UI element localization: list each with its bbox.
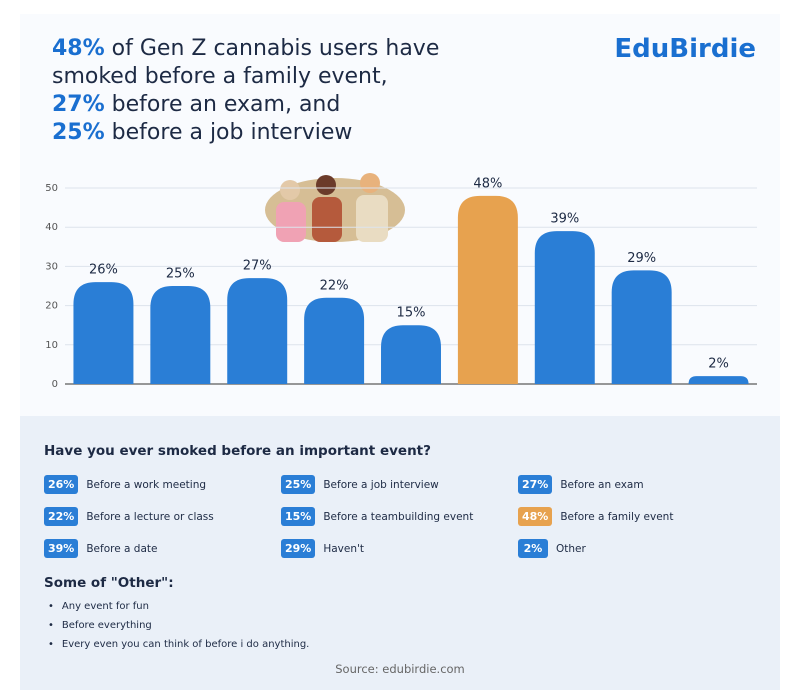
headline-line: 27% before an exam, and xyxy=(52,92,340,117)
bar xyxy=(150,286,211,384)
legend-badge: 25% xyxy=(281,475,316,494)
legend-badge: 26% xyxy=(44,475,79,494)
headline-line: 25% before a job interview xyxy=(52,120,352,145)
bullet: • xyxy=(48,620,54,631)
other-item: • Any event for fun xyxy=(48,601,149,612)
headline-text: of Gen Z cannabis users have xyxy=(111,36,440,61)
y-tick-label: 40 xyxy=(45,222,58,233)
headline-text: before a job interview xyxy=(111,120,353,145)
bar xyxy=(381,325,441,384)
y-tick-label: 50 xyxy=(45,183,58,194)
y-tick-label: 20 xyxy=(45,301,58,312)
legend-label: Before a work meeting xyxy=(86,478,207,491)
headline-highlight: 25% xyxy=(52,120,105,145)
headline-highlight: 27% xyxy=(52,92,105,117)
value-label: 39% xyxy=(550,212,579,227)
other-text: Before everything xyxy=(61,620,152,631)
illustration xyxy=(265,173,405,242)
headline-text: before an exam, and xyxy=(111,92,341,117)
bar xyxy=(227,278,288,384)
chart: 0 10 20 30 40 50 26% 25% 27% 22% 15% 48% 39% 29% 2% xyxy=(45,173,757,390)
legend-badge: 22% xyxy=(44,507,79,526)
legend-item: 15% Before a teambuilding event xyxy=(281,507,473,526)
other-item: • Every even you can think of before i do… xyxy=(48,639,309,650)
other-text: Any event for fun xyxy=(61,601,149,612)
bar xyxy=(611,270,672,384)
value-label: 25% xyxy=(166,267,195,282)
legend-badge: 2% xyxy=(518,539,548,558)
y-tick-label: 10 xyxy=(45,340,58,351)
bar xyxy=(688,376,749,384)
value-label: 48% xyxy=(473,176,502,191)
legend-badge: 39% xyxy=(44,539,79,558)
bar xyxy=(534,231,595,384)
legend-panel xyxy=(20,416,780,690)
source: Source: edubirdie.com xyxy=(335,662,465,676)
legend-label: Haven't xyxy=(323,542,365,555)
legend-item: 39% Before a date xyxy=(44,539,157,558)
other-title: Some of "Other": xyxy=(44,575,174,591)
brand: EduBirdie xyxy=(614,34,756,64)
legend-label: Before a teambuilding event xyxy=(323,510,474,523)
legend-item: 48% Before a family event xyxy=(518,507,673,526)
legend-item: 25% Before a job interview xyxy=(281,475,439,494)
legend-title: Have you ever smoked before an important… xyxy=(44,443,431,459)
y-tick-label: 0 xyxy=(52,379,58,390)
headline-highlight: 48% xyxy=(52,36,105,61)
headline-line: 48% of Gen Z cannabis users have xyxy=(52,36,439,61)
bar xyxy=(304,297,365,384)
value-label: 26% xyxy=(89,263,118,278)
y-tick-label: 30 xyxy=(45,261,58,272)
other-text: Every even you can think of before i do … xyxy=(61,639,310,650)
bullet: • xyxy=(48,601,54,612)
bar xyxy=(457,195,518,384)
legend-label: Before a family event xyxy=(560,510,674,523)
value-label: 22% xyxy=(320,278,349,293)
legend-badge: 29% xyxy=(281,539,316,558)
legend-label: Before an exam xyxy=(560,478,644,491)
legend-item: 2% Other xyxy=(518,539,586,558)
legend-label: Before a job interview xyxy=(323,478,439,491)
value-label: 2% xyxy=(708,357,729,372)
bullet: • xyxy=(48,639,54,650)
legend-item: 22% Before a lecture or class xyxy=(44,507,214,526)
other-item: • Before everything xyxy=(48,620,152,631)
legend-label: Before a date xyxy=(86,542,158,555)
legend-label: Before a lecture or class xyxy=(86,510,214,523)
value-label: 29% xyxy=(627,251,656,266)
legend-item: 29% Haven't xyxy=(281,539,364,558)
headline-line: smoked before a family event, xyxy=(52,64,388,89)
value-label: 15% xyxy=(397,306,426,321)
value-label: 27% xyxy=(243,259,272,274)
headline-text: smoked before a family event, xyxy=(52,64,388,89)
bar xyxy=(73,282,134,384)
legend-badge: 48% xyxy=(518,507,553,526)
legend-badge: 15% xyxy=(281,507,316,526)
legend-item: 27% Before an exam xyxy=(518,475,644,494)
legend-item: 26% Before a work meeting xyxy=(44,475,206,494)
legend-badge: 27% xyxy=(518,475,553,494)
legend-label: Other xyxy=(556,542,586,555)
